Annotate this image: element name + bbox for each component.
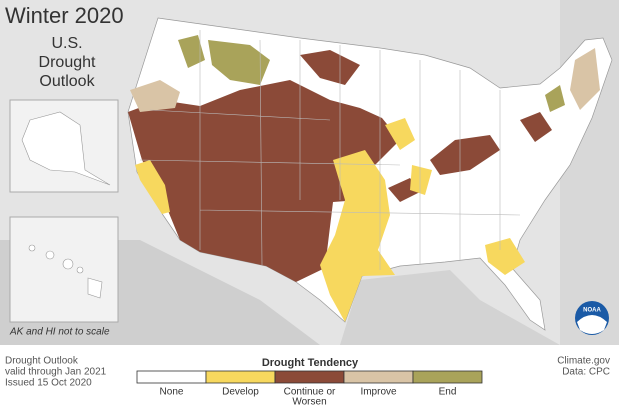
legend-title: Drought Tendency [262, 357, 359, 369]
continue-region [520, 112, 552, 142]
develop-region [135, 160, 170, 214]
end-region [178, 35, 205, 68]
footer-left: Drought Outlook valid through Jan 2021 I… [5, 356, 107, 389]
end-region [545, 85, 565, 112]
subtitle: Drought [39, 54, 96, 71]
legend-label: Worsen [292, 397, 326, 407]
subtitle: U.S. [51, 35, 82, 52]
improve-region [570, 48, 600, 110]
footer-text: Climate.gov [557, 356, 610, 367]
develop-region [410, 165, 432, 195]
hawaii-inset [9, 216, 119, 323]
develop-region [485, 238, 525, 275]
footer-text: Issued 15 Oct 2020 [5, 378, 92, 389]
legend-swatch [274, 370, 345, 384]
footer-text: Drought Outlook [5, 356, 79, 367]
alaska [21, 111, 111, 186]
hawaii [28, 244, 103, 299]
develop-region [385, 118, 415, 150]
legend-swatch [136, 370, 207, 384]
legend-label: Improve [360, 387, 397, 398]
legend-label: Continue or [284, 387, 336, 398]
logo-text: NOAA [583, 308, 601, 314]
end-region [208, 40, 270, 85]
subtitle: Outlook [39, 73, 95, 90]
map-note: AK and HI not to scale [9, 327, 110, 338]
continue-region [430, 135, 500, 175]
footer-right: Climate.gov Data: CPC [557, 356, 610, 378]
legend-swatch [343, 370, 414, 384]
title: Winter 2020 [5, 3, 124, 28]
state-lines [139, 30, 521, 270]
improve-region [130, 80, 180, 112]
footer-text: Data: CPC [562, 367, 610, 378]
legend-swatch [412, 370, 483, 384]
legend-label: None [160, 387, 184, 398]
legend-label: Develop [222, 387, 259, 398]
legend-swatch [205, 370, 276, 384]
continue-region [300, 50, 360, 85]
gulf [340, 270, 560, 345]
continue-region [128, 80, 400, 282]
legend-label: End [439, 387, 457, 398]
develop-region [320, 150, 395, 322]
noaa-logo-wave [577, 315, 607, 334]
footer-text: valid through Jan 2021 [5, 367, 107, 378]
